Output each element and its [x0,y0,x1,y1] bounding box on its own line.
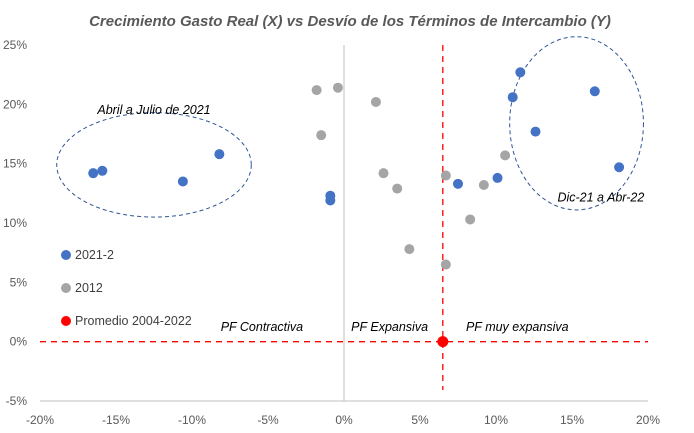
data-point-2012 [332,82,343,93]
legend-marker [61,283,71,293]
y-tick-label: 25% [3,38,27,52]
data-point-2012 [440,170,451,181]
data-point-2021-2 [97,165,108,176]
y-tick-label: 20% [3,97,27,111]
x-tick-label: 20% [636,413,660,427]
data-point-2021-2 [325,195,336,206]
annotation-label: Abril a Julio de 2021 [96,103,210,117]
data-point-2021-2 [88,168,99,179]
x-tick-label: -5% [257,413,279,427]
data-point-2012 [465,214,476,225]
x-tick-label: 10% [484,413,508,427]
annotation-label: Dic-21 a Abr-22 [557,191,644,205]
y-tick-label: -5% [6,394,28,408]
data-point-2012 [392,183,403,194]
chart-title: Crecimiento Gasto Real (X) vs Desvío de … [89,13,611,30]
group-ellipses [56,36,644,218]
annotation-label: PF muy expansiva [466,320,569,334]
data-point-2021-2 [507,92,518,103]
y-tick-label: 15% [3,157,27,171]
data-point-2021-2 [589,86,600,97]
legend-label: 2021-2 [75,248,114,262]
group-ellipse [56,112,252,218]
data-point-2021-2 [214,149,225,160]
annotation-label: PF Contractiva [221,320,303,334]
data-point-2021-2 [614,162,625,173]
data-point-2021-2 [177,176,188,187]
x-tick-label: 5% [411,413,429,427]
data-point-2012 [370,96,381,107]
data-point-promedio-2004-2022 [437,336,449,348]
data-point-2012 [440,259,451,270]
data-points [88,67,625,348]
data-point-2012 [404,244,415,255]
x-tick-label: -15% [102,413,130,427]
data-point-2012 [311,85,322,96]
annotations: Abril a Julio de 2021 Dic-21 a Abr-22 PF C… [96,103,644,334]
data-point-2021-2 [453,178,463,189]
data-point-2012 [478,180,489,191]
x-tick-label: 0% [335,413,353,427]
data-point-2012 [378,168,389,179]
annotation-label: PF Expansiva [351,320,428,334]
legend: 2021-2 2012 Promedio 2004-2022 [61,248,192,328]
x-tick-label: -20% [26,413,54,427]
legend-label: 2012 [75,281,103,295]
axes: -20% -15% -10% -5% 0% 5% 10% 15% 20% -5% 0% 5% 10% 15… [3,38,660,427]
x-tick-label: -10% [178,413,206,427]
reference-lines [40,45,648,390]
y-tick-label: 0% [10,335,28,349]
data-point-2021-2 [515,67,526,78]
legend-marker [61,316,71,326]
data-point-2021-2 [492,172,503,183]
group-ellipse [509,36,644,211]
legend-marker [61,250,71,260]
y-tick-label: 10% [3,216,27,230]
data-point-2021-2 [530,126,541,137]
data-point-2012 [316,130,327,141]
x-tick-label: 15% [560,413,584,427]
legend-label: Promedio 2004-2022 [75,314,192,328]
y-tick-label: 5% [10,275,28,289]
data-point-2012 [500,150,511,161]
